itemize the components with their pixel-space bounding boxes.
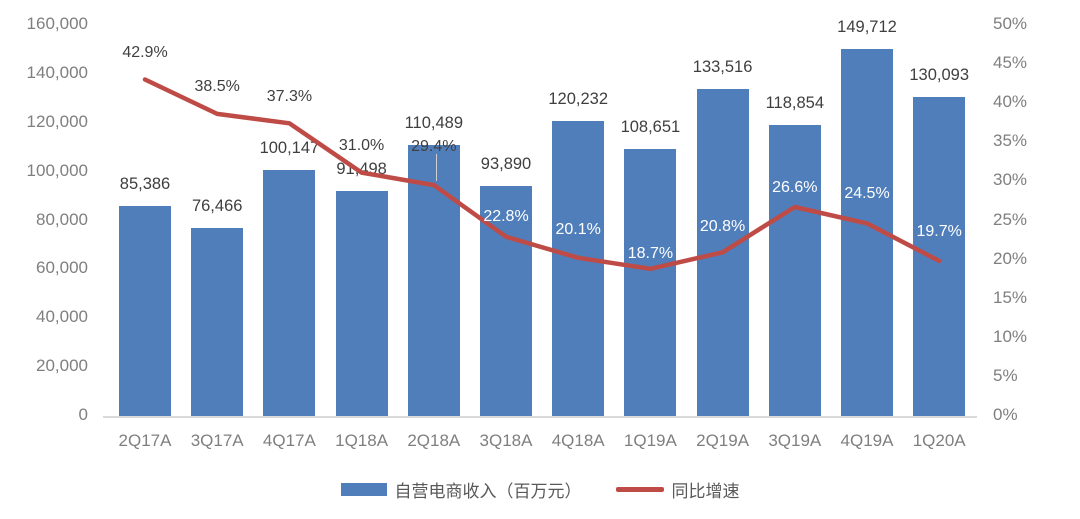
secondary-y-axis-tick-label: 0% [993,405,1018,424]
x-axis-tick-label: 3Q19A [768,431,822,450]
growth-value-label: 37.3% [266,88,313,106]
x-axis-tick-label: 3Q18A [479,431,533,450]
bar-1Q18A [335,191,388,416]
secondary-y-axis-tick-label: 25% [993,209,1028,229]
bar-value-label: 108,651 [620,118,681,137]
bar-2Q18A [407,144,460,416]
legend: 自营电商收入（百万元） 同比增速 [0,477,1080,502]
x-axis-tick-label: 1Q20A [912,431,966,450]
secondary-y-axis-tick-label: 40% [993,92,1028,112]
growth-value-label: 19.7% [916,222,962,240]
x-axis-tick-label: 1Q19A [623,431,677,450]
growth-value-label: 20.1% [555,220,601,238]
x-axis-tick-label: 2Q17A [118,431,172,450]
x-axis-tick-label: 1Q18A [335,431,389,450]
y-axis-tick-label: 120,000 [26,111,88,131]
label-leader-line [436,154,437,181]
y-axis-tick-label: 100,000 [26,160,88,180]
legend-label-revenue: 自营电商收入（百万元） [394,482,582,501]
x-axis-tick-label: 4Q17A [262,431,316,450]
bar-value-label: 93,890 [480,154,532,173]
bar-3Q19A [768,124,821,416]
growth-line [142,77,942,272]
legend-item-revenue: 自营电商收入（百万元） [340,477,582,502]
bar-2Q17A [119,206,171,416]
growth-value-label: 38.5% [194,77,240,95]
secondary-y-axis-tick-label: 15% [993,287,1028,307]
bar-value-label: 130,093 [909,66,970,85]
secondary-y-axis-tick-label: 45% [993,53,1028,73]
secondary-y-axis-tick-label: 10% [993,326,1028,346]
y-axis-tick-label: 40,000 [36,307,88,327]
x-axis-tick-label: 3Q17A [190,431,244,450]
growth-value-label: 18.7% [627,244,674,262]
x-axis-tick-label: 2Q18A [407,431,461,450]
secondary-y-axis-tick-label: 35% [993,131,1028,151]
x-axis-tick-label: 4Q19A [840,431,894,450]
legend-label-growth: 同比增速 [671,482,740,501]
growth-value-label: 20.8% [699,218,746,236]
growth-value-label: 31.0% [338,136,385,154]
y-axis-tick-label: 20,000 [36,356,88,376]
y-axis-tick-label: 160,000 [26,14,88,33]
bar-value-label: 120,232 [548,90,609,109]
y-axis-tick-label: 60,000 [36,258,88,278]
growth-line-swatch [615,487,664,492]
growth-value-label: 29.4% [411,138,457,156]
growth-value-label: 26.6% [772,178,818,196]
growth-value-label: 22.8% [483,207,529,225]
x-axis-line [103,416,977,418]
bar-value-label: 100,147 [259,139,320,158]
bar-value-label: 118,854 [765,93,824,112]
bar-3Q17A [191,228,244,416]
revenue-bar-swatch [340,483,387,496]
secondary-y-axis-tick-label: 30% [993,170,1028,190]
x-axis-tick-label: 4Q18A [551,431,605,450]
legend-item-growth: 同比增速 [615,477,740,502]
growth-value-label: 24.5% [844,185,890,203]
bar-1Q20A [913,97,966,416]
bar-value-label: 110,489 [404,113,463,132]
bar-4Q18A [552,121,605,416]
secondary-y-axis-tick-label: 5% [993,365,1018,385]
y-axis-tick-label: 0 [78,405,88,424]
bar-value-label: 85,386 [119,175,171,194]
bar-value-label: 149,712 [837,18,897,37]
growth-value-label: 42.9% [122,43,168,61]
bar-4Q17A [263,170,316,416]
x-axis-tick-label: 2Q19A [696,431,750,450]
y-axis-tick-label: 140,000 [26,62,88,82]
secondary-y-axis-tick-label: 20% [993,248,1028,268]
bar-1Q19A [624,149,677,416]
bar-value-label: 76,466 [191,197,243,216]
y-axis-tick-label: 80,000 [36,209,88,229]
bar-value-label: 133,516 [692,57,753,76]
secondary-y-axis-tick-label: 50% [993,14,1028,33]
